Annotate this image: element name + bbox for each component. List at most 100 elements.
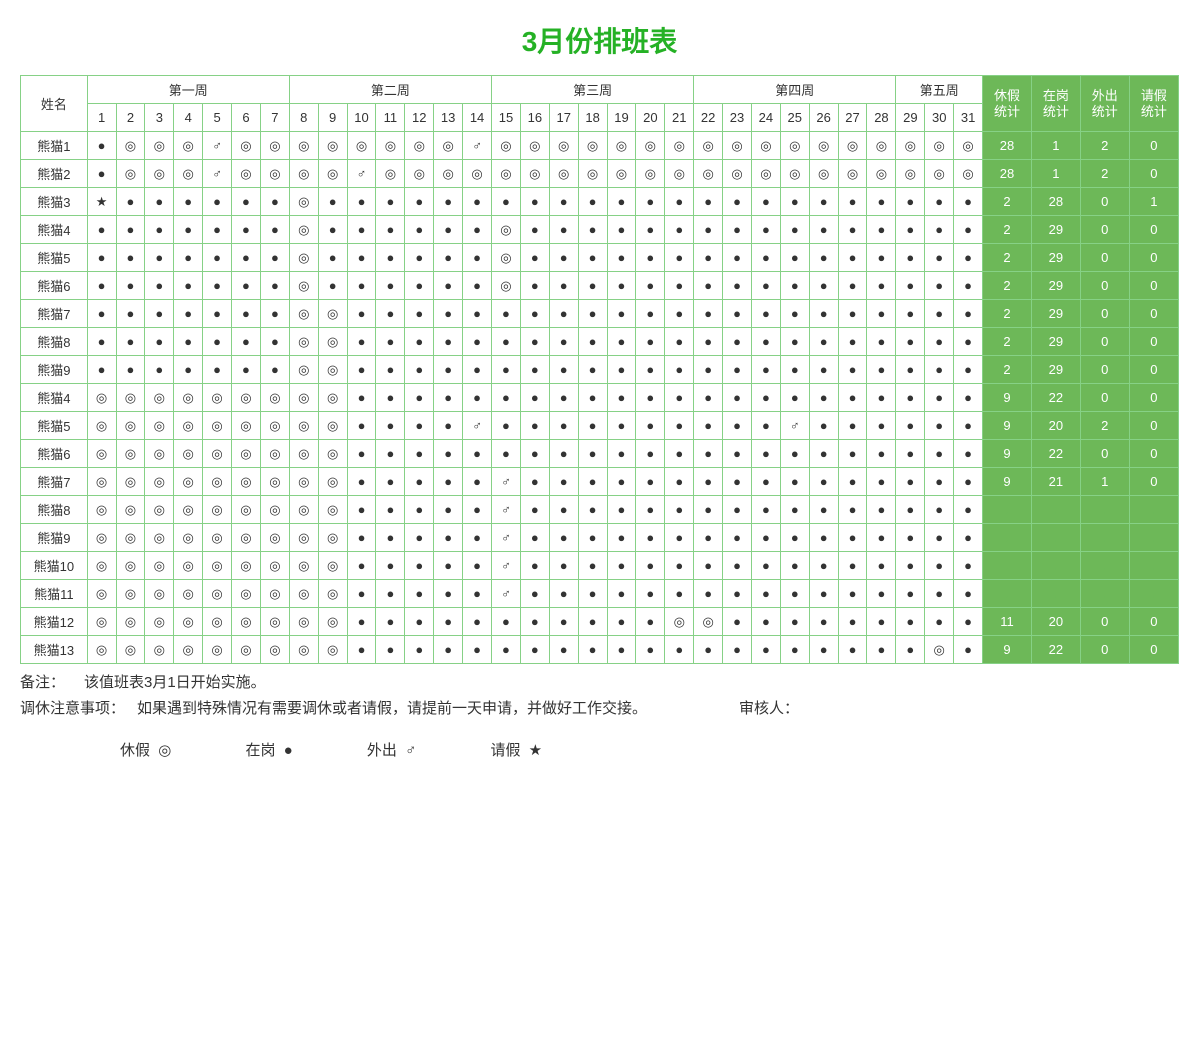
day-cell: ● — [87, 132, 116, 160]
day-cell: ● — [376, 552, 405, 580]
day-cell: ● — [549, 328, 578, 356]
day-cell: ◎ — [289, 244, 318, 272]
day-cell: ● — [665, 216, 694, 244]
day-cell: ● — [925, 216, 954, 244]
day-cell: ● — [780, 524, 809, 552]
day-cell: ● — [809, 636, 838, 664]
day-cell: ● — [838, 524, 867, 552]
day-cell: ● — [463, 188, 492, 216]
day-cell: ● — [405, 440, 434, 468]
day-cell: ◎ — [289, 524, 318, 552]
day-cell: ◎ — [376, 160, 405, 188]
table-row: 熊猫2●◎◎◎♂◎◎◎◎♂◎◎◎◎◎◎◎◎◎◎◎◎◎◎◎◎◎◎◎◎◎28120 — [21, 160, 1179, 188]
day-cell: ● — [751, 496, 780, 524]
day-cell: ● — [867, 328, 896, 356]
day-cell: ● — [723, 552, 752, 580]
day-cell: ◎ — [260, 636, 289, 664]
day-cell: ● — [549, 636, 578, 664]
day-cell: ◎ — [116, 384, 145, 412]
stat-cell: 2 — [983, 300, 1032, 328]
page-title: 3月份排班表 — [20, 20, 1179, 60]
day-cell: ● — [376, 300, 405, 328]
day-cell: ● — [636, 328, 665, 356]
day-cell: ◎ — [376, 132, 405, 160]
day-cell: ● — [520, 580, 549, 608]
day-cell: ● — [867, 216, 896, 244]
day-cell: ● — [463, 468, 492, 496]
day-cell: ● — [896, 300, 925, 328]
day-cell: ◎ — [145, 496, 174, 524]
day-cell: ● — [520, 216, 549, 244]
day-cell: ◎ — [954, 160, 983, 188]
day-cell: ◎ — [203, 440, 232, 468]
day-cell: ◎ — [289, 552, 318, 580]
stat-cell: 9 — [983, 468, 1032, 496]
day-cell: ● — [867, 440, 896, 468]
day-cell: ◎ — [520, 132, 549, 160]
day-cell: ◎ — [203, 552, 232, 580]
day-cell: ● — [694, 272, 723, 300]
day-cell: ● — [896, 356, 925, 384]
day-cell: ● — [116, 188, 145, 216]
day-cell: ● — [896, 580, 925, 608]
day-cell: ◎ — [289, 328, 318, 356]
day-cell: ● — [780, 244, 809, 272]
day-cell: ● — [954, 608, 983, 636]
day-cell: ◎ — [607, 160, 636, 188]
week-header: 第四周 — [694, 76, 896, 104]
stat-cell: . — [1129, 496, 1178, 524]
day-header: 21 — [665, 104, 694, 132]
stat-cell: 0 — [1080, 608, 1129, 636]
day-header: 26 — [809, 104, 838, 132]
stat-cell: . — [983, 524, 1032, 552]
day-cell: ● — [867, 524, 896, 552]
day-cell: ◎ — [578, 160, 607, 188]
day-cell: ◎ — [232, 496, 261, 524]
day-cell: ● — [954, 468, 983, 496]
day-cell: ● — [809, 580, 838, 608]
day-header: 6 — [232, 104, 261, 132]
day-cell: ● — [520, 188, 549, 216]
day-cell: ● — [376, 468, 405, 496]
day-cell: ● — [954, 272, 983, 300]
day-cell: ● — [954, 328, 983, 356]
day-cell: ● — [751, 608, 780, 636]
day-cell: ◎ — [289, 188, 318, 216]
name-cell: 熊猫12 — [21, 608, 88, 636]
day-cell: ◎ — [289, 160, 318, 188]
day-cell: ● — [694, 412, 723, 440]
day-cell: ● — [954, 412, 983, 440]
day-cell: ● — [463, 328, 492, 356]
day-cell: ● — [925, 440, 954, 468]
day-cell: ● — [694, 328, 723, 356]
day-cell: ● — [145, 272, 174, 300]
day-cell: ● — [347, 552, 376, 580]
day-cell: ● — [434, 216, 463, 244]
day-cell: ◎ — [87, 384, 116, 412]
day-cell: ● — [520, 412, 549, 440]
stat-cell: 0 — [1129, 328, 1178, 356]
day-header: 27 — [838, 104, 867, 132]
day-cell: ● — [260, 188, 289, 216]
day-cell: ● — [549, 468, 578, 496]
day-cell: ● — [751, 216, 780, 244]
stat-cell: 29 — [1031, 244, 1080, 272]
stat-cell: 0 — [1129, 636, 1178, 664]
day-cell: ● — [925, 384, 954, 412]
day-cell: ● — [376, 496, 405, 524]
day-cell: ● — [463, 300, 492, 328]
day-cell: ● — [520, 384, 549, 412]
day-cell: ● — [434, 636, 463, 664]
day-cell: ◎ — [87, 580, 116, 608]
day-cell: ◎ — [116, 412, 145, 440]
day-cell: ● — [954, 384, 983, 412]
day-cell: ● — [867, 412, 896, 440]
day-cell: ● — [607, 608, 636, 636]
day-header: 4 — [174, 104, 203, 132]
day-cell: ◎ — [318, 356, 347, 384]
day-cell: ● — [492, 384, 521, 412]
day-cell: ● — [492, 188, 521, 216]
stat-cell: 0 — [1080, 384, 1129, 412]
day-cell: ● — [896, 328, 925, 356]
day-cell: ● — [578, 636, 607, 664]
